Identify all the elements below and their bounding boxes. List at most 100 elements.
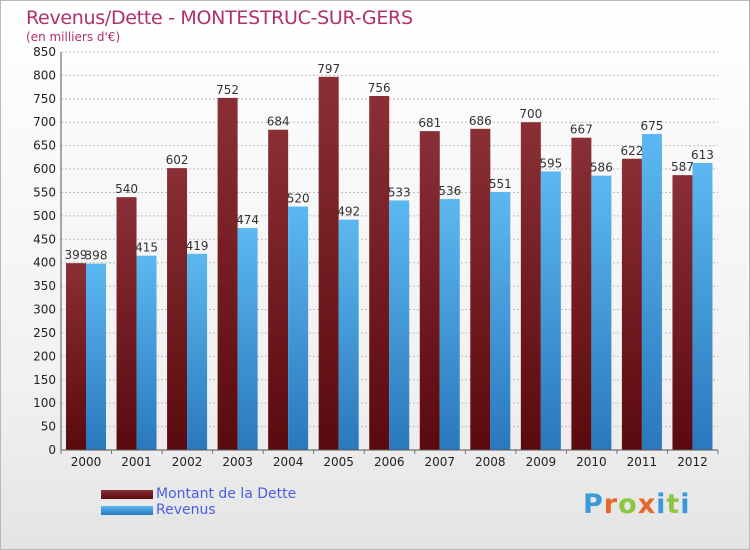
y-tick-label: 700 (33, 115, 56, 129)
proxiti-logo: Proxiti (583, 489, 691, 520)
y-tick-label: 550 (33, 185, 56, 199)
y-tick-label: 150 (33, 373, 56, 387)
legend-swatch-dette (101, 490, 153, 499)
x-tick-label: 2004 (273, 455, 304, 469)
data-label-revenus: 415 (135, 241, 158, 255)
logo-letter: t (666, 489, 681, 520)
x-tick-label: 2011 (627, 455, 658, 469)
bar-dette (571, 137, 592, 450)
bar-revenus (86, 263, 106, 450)
x-tick-label: 2002 (172, 455, 203, 469)
x-tick-label: 2009 (526, 455, 557, 469)
data-label-dette: 622 (620, 144, 643, 158)
logo-letter: r (603, 489, 619, 520)
y-tick-label: 850 (33, 45, 56, 59)
data-label-dette: 797 (317, 62, 340, 76)
y-tick-label: 50 (41, 420, 56, 434)
legend-label-dette: Montant de la Dette (156, 486, 297, 502)
logo-letter: P (583, 489, 604, 520)
y-tick-label: 300 (33, 303, 56, 317)
logo-letter: i (656, 489, 667, 520)
x-tick-label: 2007 (424, 455, 455, 469)
bar-revenus (490, 192, 511, 450)
bar-revenus (591, 175, 612, 450)
bar-revenus (439, 199, 460, 450)
data-label-dette: 756 (368, 81, 391, 95)
data-label-revenus: 551 (489, 177, 512, 191)
bar-dette (621, 158, 642, 451)
data-label-dette: 684 (267, 115, 290, 129)
data-label-revenus: 613 (691, 148, 714, 162)
bar-revenus (338, 219, 359, 450)
bar-dette (520, 122, 541, 450)
y-tick-label: 650 (33, 139, 56, 153)
y-tick-label: 450 (33, 232, 56, 246)
data-label-dette: 681 (418, 116, 441, 130)
logo-letter: o (618, 489, 638, 520)
y-tick-label: 500 (33, 209, 56, 223)
bar-dette (318, 76, 339, 450)
legend-swatch-revenus (101, 506, 153, 515)
data-label-dette: 602 (166, 153, 189, 167)
y-tick-label: 250 (33, 326, 56, 340)
data-label-dette: 700 (519, 107, 542, 121)
bar-revenus (389, 200, 410, 450)
bar-dette (268, 129, 289, 451)
data-label-dette: 540 (115, 182, 138, 196)
bar-revenus (187, 253, 208, 450)
y-tick-label: 750 (33, 92, 56, 106)
data-label-dette: 686 (469, 114, 492, 128)
bar-revenus (692, 162, 713, 450)
data-label-revenus: 398 (85, 249, 108, 263)
x-tick-label: 2010 (576, 455, 607, 469)
chart-subtitle: (en milliers d'€) (26, 30, 121, 44)
y-tick-label: 100 (33, 396, 56, 410)
data-label-revenus: 675 (640, 119, 663, 133)
y-tick-label: 350 (33, 279, 56, 293)
y-tick-label: 800 (33, 68, 56, 82)
y-axis-ticks: 0 50 100 150 200 250 300 350 400 450 500 550 600 650 7… (33, 45, 56, 457)
logo-letter: x (637, 489, 657, 520)
x-tick-label: 2000 (71, 455, 102, 469)
data-label-revenus: 533 (388, 185, 411, 199)
data-label-revenus: 474 (236, 213, 259, 227)
y-tick-label: 0 (48, 443, 56, 457)
bar-revenus (136, 255, 157, 450)
x-tick-label: 2006 (374, 455, 405, 469)
bars (66, 76, 713, 451)
bar-revenus (288, 206, 309, 450)
chart-title: Revenus/Dette - MONTESTRUC-SUR-GERS (26, 7, 413, 29)
data-label-dette: 587 (671, 160, 694, 174)
y-tick-label: 200 (33, 349, 56, 363)
data-label-revenus: 586 (590, 161, 613, 175)
data-label-revenus: 419 (186, 239, 209, 253)
bar-dette (66, 263, 86, 450)
bar-dette (419, 131, 440, 450)
data-label-dette: 667 (570, 123, 593, 137)
bar-dette (369, 96, 390, 451)
bar-revenus (540, 171, 561, 450)
data-label-revenus: 595 (539, 156, 562, 170)
x-tick-label: 2008 (475, 455, 506, 469)
y-tick-label: 400 (33, 256, 56, 270)
bar-dette (470, 128, 491, 450)
data-label-revenus: 492 (337, 205, 360, 219)
y-tick-label: 600 (33, 162, 56, 176)
data-label-revenus: 520 (287, 192, 310, 206)
bar-dette (672, 175, 693, 451)
legend-label-revenus: Revenus (156, 502, 216, 518)
bar-revenus (237, 228, 258, 450)
bar-revenus (641, 133, 662, 451)
bar-dette (217, 97, 238, 451)
bar-dette (116, 197, 137, 450)
x-tick-label: 2001 (121, 455, 152, 469)
x-tick-label: 2012 (677, 455, 708, 469)
data-label-dette: 399 (65, 248, 88, 262)
x-tick-label: 2003 (222, 455, 253, 469)
axes (60, 52, 718, 451)
logo-letter: i (680, 489, 691, 520)
data-label-revenus: 536 (438, 184, 461, 198)
